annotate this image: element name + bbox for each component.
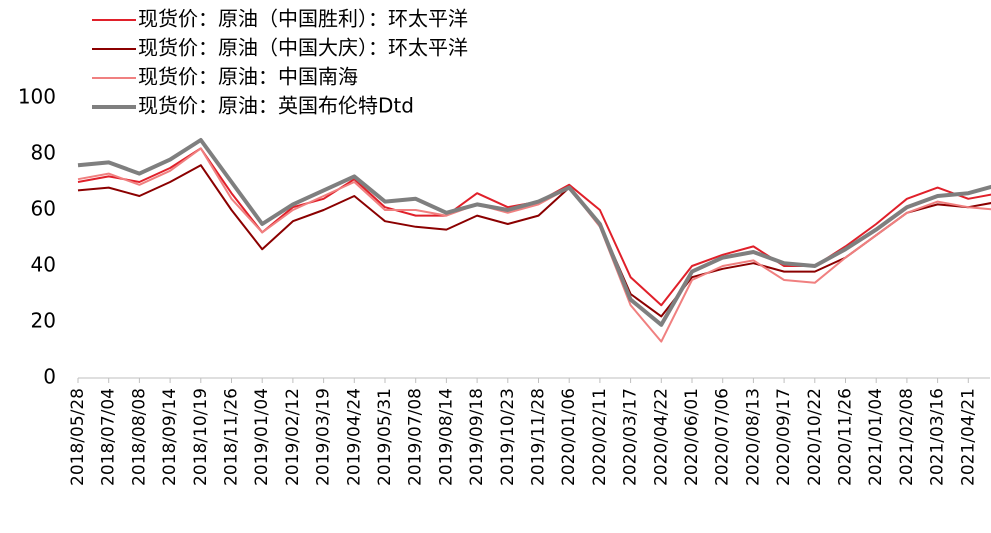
x-tick-label: 2021/04/21 (958, 388, 978, 486)
x-tick-label: 2019/04/24 (344, 388, 364, 486)
x-tick-label: 2021/03/16 (928, 388, 948, 486)
legend-label: 现货价：原油：中国南海 (138, 65, 358, 89)
x-tick-label: 2018/07/04 (99, 388, 119, 486)
x-tick-label: 2019/09/18 (467, 388, 487, 486)
y-tick-label: 60 (31, 197, 56, 221)
legend-label: 现货价：原油：英国布伦特Dtd (138, 94, 414, 118)
y-tick-label: 40 (31, 253, 56, 277)
x-tick-label: 2020/10/22 (805, 388, 825, 486)
x-tick-label: 2019/02/12 (283, 388, 303, 486)
x-tick-label: 2021/01/04 (866, 388, 886, 486)
legend-label: 现货价：原油（中国大庆）：环太平洋 (138, 36, 468, 60)
x-tick-label: 2020/08/13 (743, 388, 763, 486)
x-tick-label: 2021/02/08 (897, 388, 917, 486)
x-tick-label: 2019/03/19 (314, 388, 334, 486)
x-tick-label: 2019/11/28 (529, 388, 549, 486)
x-tick-label: 2020/07/06 (713, 388, 733, 486)
x-tick-label: 2020/04/22 (651, 388, 671, 486)
x-tick-label: 2020/09/17 (774, 388, 794, 486)
y-tick-label: 20 (31, 309, 56, 333)
y-tick-label: 0 (43, 365, 56, 389)
x-tick-label: 2019/01/04 (252, 388, 272, 486)
y-tick-label: 80 (31, 141, 56, 165)
x-tick-label: 2020/06/01 (682, 388, 702, 486)
x-tick-label: 2019/08/14 (436, 388, 456, 486)
x-tick-label: 2019/07/08 (406, 388, 426, 486)
x-tick-label: 2020/02/11 (590, 388, 610, 486)
x-tick-label: 2020/03/17 (621, 388, 641, 486)
y-tick-label: 100 (18, 85, 56, 109)
x-tick-label: 2019/05/31 (375, 388, 395, 486)
x-tick-label: 2018/09/14 (160, 388, 180, 486)
x-tick-label: 2019/10/23 (498, 388, 518, 486)
series-line (77, 147, 991, 343)
x-tick-label: 2020/11/26 (836, 388, 856, 486)
x-tick-label: 2018/11/26 (222, 388, 242, 486)
x-tick-label: 2020/01/06 (559, 388, 579, 486)
legend-label: 现货价：原油（中国胜利）：环太平洋 (138, 7, 468, 31)
x-tick-label: 2018/10/19 (191, 388, 211, 486)
x-tick-label: 2018/05/28 (68, 388, 88, 486)
series-line (77, 138, 991, 327)
x-tick-label: 2018/08/08 (129, 388, 149, 486)
